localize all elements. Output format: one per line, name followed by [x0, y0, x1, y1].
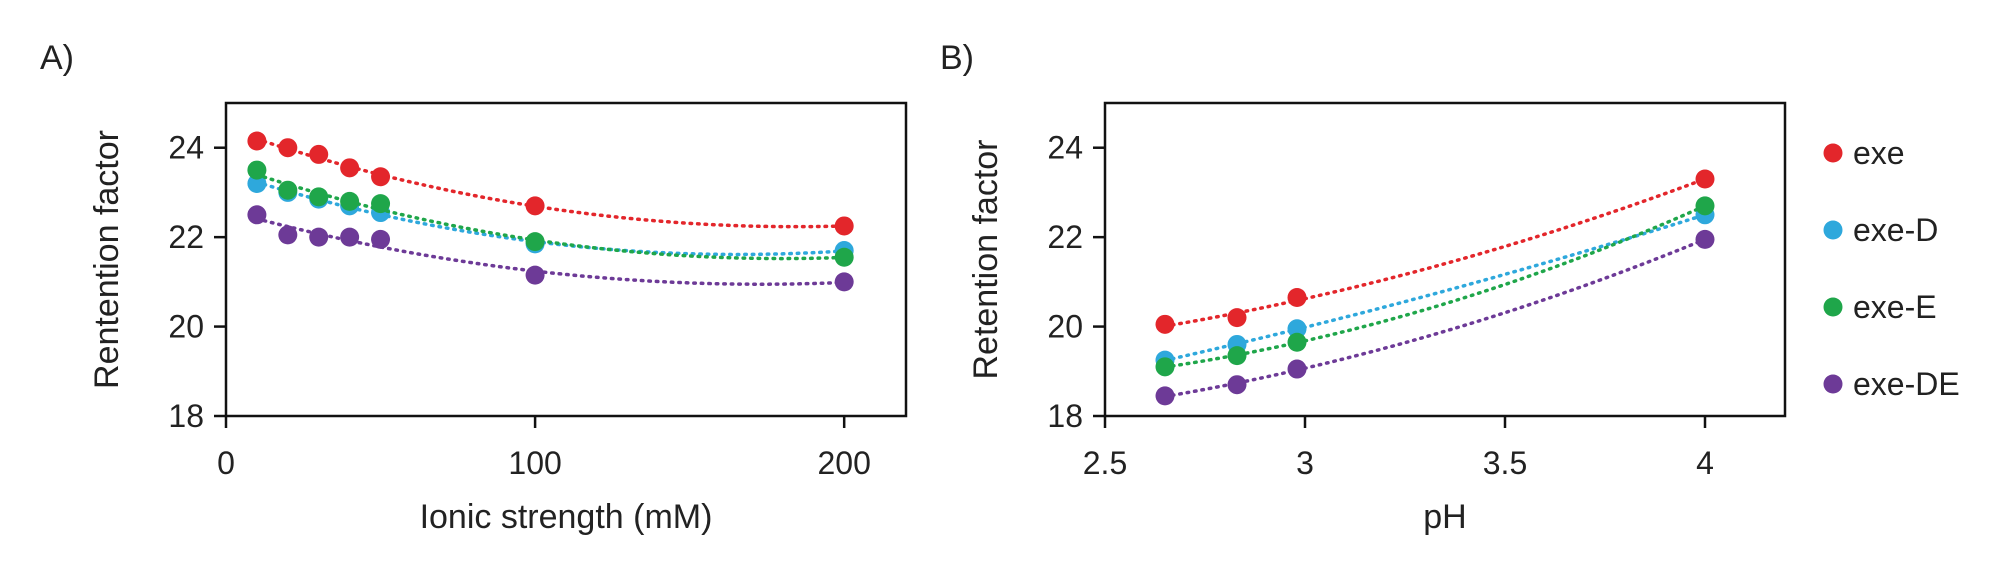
- x-tick-label: 4: [1696, 445, 1714, 481]
- y-tick-label: 18: [1047, 398, 1083, 434]
- data-point-exe-D: [1287, 319, 1307, 339]
- legend-label: exe-E: [1853, 289, 1937, 325]
- data-point-exe-DE: [247, 205, 267, 225]
- data-point-exe-E: [525, 232, 545, 252]
- trendline-exe-DE: [1163, 237, 1707, 399]
- data-point-exe: [1155, 314, 1175, 334]
- data-point-exe-E: [371, 194, 391, 214]
- y-tick-label: 20: [1047, 309, 1083, 345]
- data-point-exe-D: [247, 173, 267, 193]
- data-point-exe-DE: [1287, 359, 1307, 379]
- data-point-exe: [834, 216, 854, 236]
- data-point-exe-DE: [525, 265, 545, 285]
- data-point-exe-E: [1287, 332, 1307, 352]
- y-tick-label: 24: [168, 130, 204, 166]
- trendline-exe-E: [255, 172, 846, 261]
- data-point-exe-DE: [278, 225, 298, 245]
- x-axis-title: Ionic strength (mM): [420, 498, 713, 536]
- x-tick-label: 3.5: [1483, 445, 1527, 481]
- data-point-exe-E: [309, 187, 329, 207]
- legend-marker: [1823, 143, 1843, 163]
- panel-label: B): [940, 39, 974, 77]
- data-point-exe-E: [834, 247, 854, 267]
- x-tick-label: 100: [508, 445, 561, 481]
- data-point-exe: [278, 138, 298, 158]
- y-axis-title: Retention factor: [967, 139, 1005, 379]
- data-point-exe: [371, 167, 391, 187]
- data-point-exe-DE: [1695, 229, 1715, 249]
- plot-frame: [224, 101, 908, 418]
- data-point-exe-E: [278, 180, 298, 200]
- data-point-exe-DE: [834, 272, 854, 292]
- data-point-exe-DE: [340, 227, 360, 247]
- data-point-exe-E: [1155, 357, 1175, 377]
- y-tick-label: 22: [1047, 219, 1083, 255]
- legend-marker: [1823, 374, 1843, 394]
- data-point-exe-DE: [1155, 386, 1175, 406]
- data-point-exe-DE: [371, 229, 391, 249]
- data-point-exe-E: [1695, 196, 1715, 216]
- data-point-exe-E: [340, 191, 360, 211]
- legend: exe exe-D exe-E exe-DE: [1823, 135, 1960, 402]
- data-point-exe: [247, 131, 267, 151]
- data-point-exe-E: [1227, 346, 1247, 366]
- data-point-exe-E: [247, 160, 267, 180]
- y-tick-label: 22: [168, 219, 204, 255]
- x-axis-title: pH: [1423, 498, 1466, 536]
- x-tick-label: 2.5: [1083, 445, 1127, 481]
- data-point-exe: [1695, 169, 1715, 189]
- legend-marker: [1823, 297, 1843, 317]
- trendline-exe: [255, 137, 846, 229]
- plot-frame: [1103, 101, 1787, 418]
- panel-b: B) 2.5 3 3.5 4 18 20 22 24 pH Retention factor: [940, 39, 1787, 536]
- data-point-exe: [1287, 288, 1307, 308]
- trendline-exe-E: [1163, 204, 1707, 369]
- trendline-exe: [1163, 177, 1707, 328]
- data-point-exe: [1227, 308, 1247, 328]
- data-point-exe: [309, 144, 329, 164]
- legend-marker: [1823, 220, 1843, 240]
- data-point-exe: [525, 196, 545, 216]
- trendline-exe-DE: [255, 217, 846, 286]
- y-axis-title: Rentention factor: [88, 130, 126, 389]
- data-point-exe: [340, 158, 360, 178]
- y-tick-label: 18: [168, 398, 204, 434]
- x-tick-label: 0: [217, 445, 235, 481]
- y-tick-label: 20: [168, 309, 204, 345]
- legend-label: exe: [1853, 135, 1905, 171]
- trendline-exe-D: [1163, 213, 1707, 363]
- legend-label: exe-DE: [1853, 366, 1960, 402]
- legend-label: exe-D: [1853, 212, 1938, 248]
- x-tick-label: 200: [817, 445, 870, 481]
- y-tick-label: 24: [1047, 130, 1083, 166]
- data-point-exe-DE: [309, 227, 329, 247]
- panel-label: A): [40, 39, 74, 77]
- panel-a: A) 0 100 200 18 20 22 24 Ionic strength (mM) Rent…: [40, 39, 908, 536]
- data-point-exe-DE: [1227, 375, 1247, 395]
- x-tick-label: 3: [1296, 445, 1314, 481]
